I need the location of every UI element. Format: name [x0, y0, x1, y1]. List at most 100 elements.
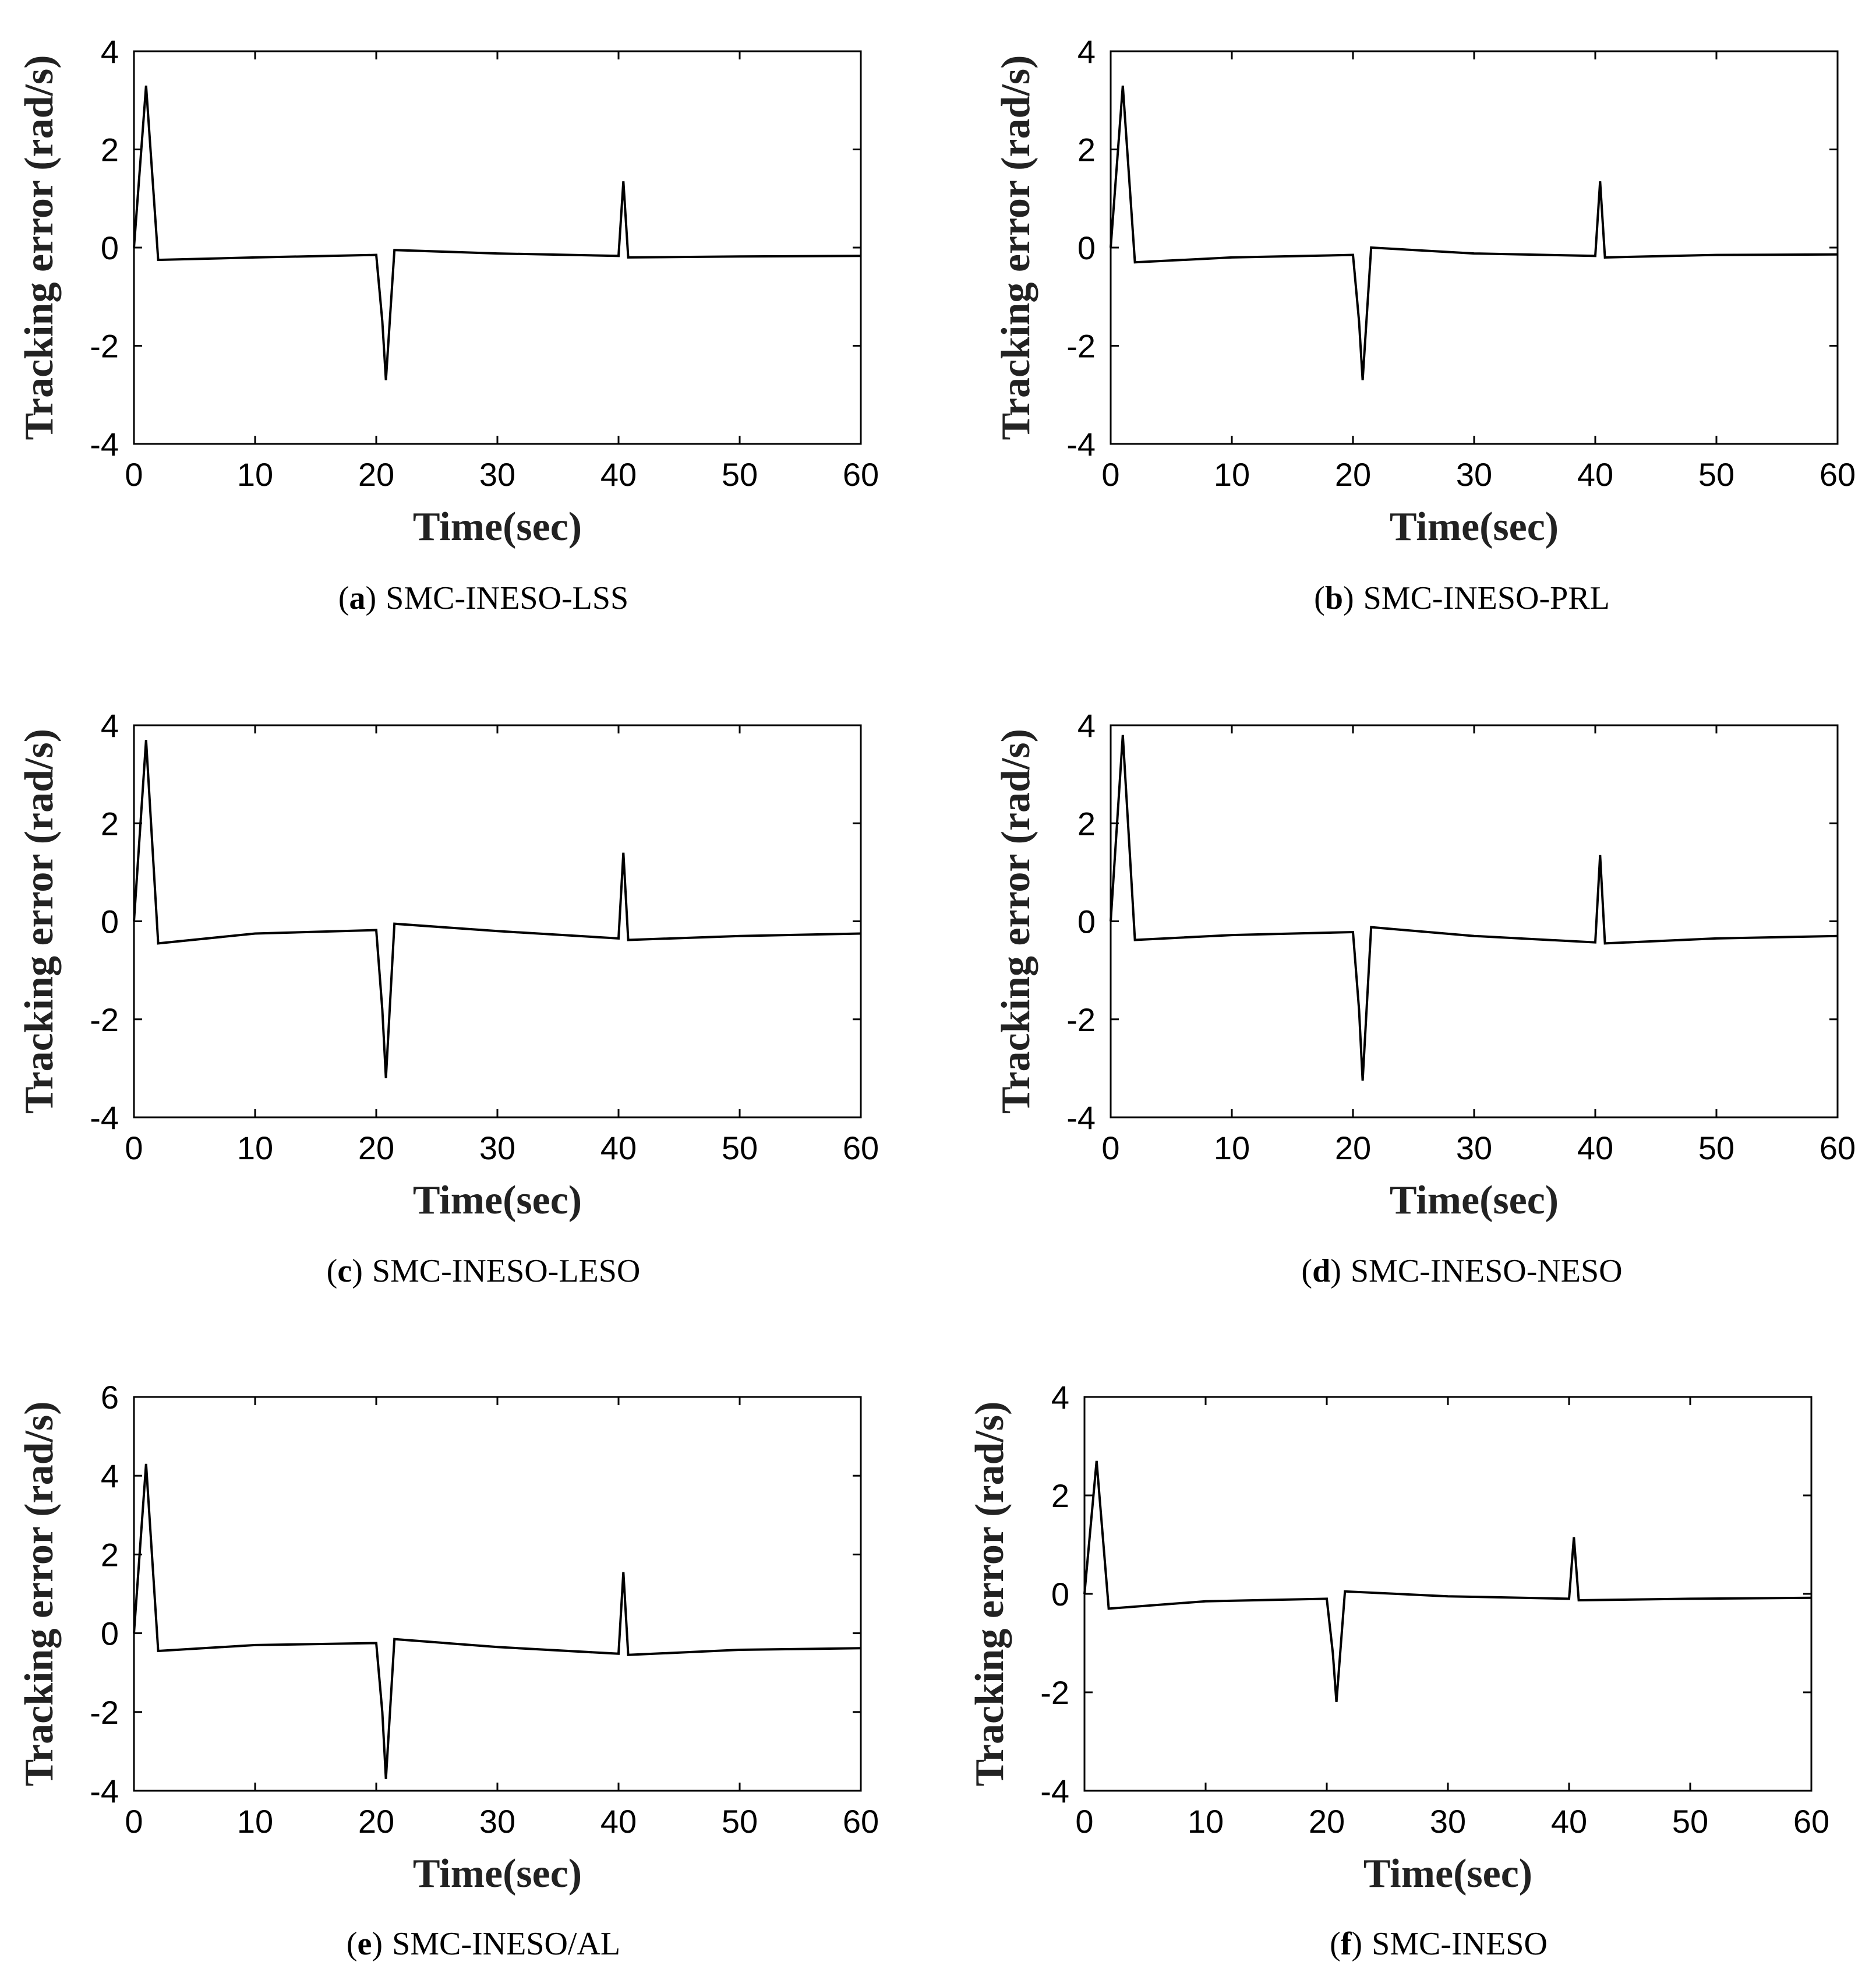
y-tick-label: 0: [101, 230, 119, 266]
series-line: [133, 740, 861, 1078]
y-tick-label: 4: [101, 33, 119, 70]
chart-b: 0 10 20 30 40 50 60 -4 -2 0 2 4 Time(sec) Tracking er…: [994, 33, 1856, 616]
y-tick-label: 6: [101, 1379, 119, 1416]
x-tick-label: 20: [358, 1130, 394, 1166]
x-tick-label: 0: [1101, 1130, 1119, 1166]
x-tick-label: 20: [1335, 456, 1371, 493]
x-tick-label: 60: [843, 1130, 879, 1166]
x-tick-label: 50: [1672, 1803, 1708, 1840]
y-tick-label: 4: [101, 707, 119, 744]
series-line: [133, 1463, 861, 1779]
caption-close-paren: ): [366, 580, 377, 616]
axes-frame: [1083, 1396, 1813, 1792]
y-tick-label: -4: [1066, 426, 1096, 463]
x-axis-label: Time(sec): [1390, 1178, 1559, 1223]
caption-open-paren: (: [327, 1253, 338, 1289]
x-tick-label: 50: [1698, 456, 1734, 493]
caption-letter: f: [1341, 1926, 1352, 1962]
x-axis-label: Time(sec): [1390, 504, 1559, 549]
caption-letter: e: [358, 1926, 372, 1962]
caption-open-paren: (: [1301, 1253, 1312, 1289]
chart-a: 0 10 20 30 40 50 60 -4 -2 0 2 4 Time(sec) Tracking er…: [17, 33, 879, 616]
y-tick-label: -4: [90, 1099, 119, 1136]
caption-text: SMC-INESO-LSS: [386, 580, 628, 616]
x-tick-label: 0: [1075, 1803, 1093, 1840]
x-tick-label: 10: [237, 456, 273, 493]
caption-open-paren: (: [347, 1926, 358, 1962]
y-tick-label: 2: [1077, 805, 1096, 842]
x-tick-label: 40: [1577, 1130, 1613, 1166]
x-tick-label: 30: [479, 1803, 515, 1840]
series-line: [1110, 735, 1838, 1081]
x-axis-label: Time(sec): [413, 1851, 582, 1896]
figure-caption: (c) SMC-INESO-LESO: [327, 1253, 641, 1289]
caption-text: SMC-INESO/AL: [392, 1926, 620, 1962]
y-tick-label: 2: [101, 132, 119, 168]
series-line: [1083, 1460, 1812, 1703]
x-tick-label: 60: [1793, 1803, 1829, 1840]
x-tick-label: 50: [1698, 1130, 1734, 1166]
x-tick-label: 20: [1309, 1803, 1345, 1840]
x-tick-label: 30: [1430, 1803, 1466, 1840]
caption-text: SMC-INESO-NESO: [1351, 1253, 1623, 1289]
caption-text: SMC-INESO-LESO: [372, 1253, 640, 1289]
y-axis-label: Tracking error (rad/s): [17, 1401, 62, 1786]
y-tick-label: -2: [90, 1001, 119, 1038]
x-tick-label: 30: [1456, 1130, 1492, 1166]
y-tick-label: 0: [101, 904, 119, 940]
x-tick-label: 10: [237, 1130, 273, 1166]
caption-close-paren: ): [352, 1253, 363, 1289]
x-axis-label: Time(sec): [413, 1178, 582, 1223]
x-tick-label: 10: [237, 1803, 273, 1840]
y-tick-label: -4: [90, 426, 119, 463]
x-tick-label: 0: [125, 1130, 143, 1166]
x-axis-label: Time(sec): [413, 504, 582, 549]
x-tick-label: 10: [1214, 1130, 1250, 1166]
figure-caption: (b) SMC-INESO-PRL: [1314, 580, 1610, 616]
axes-frame: [133, 1396, 862, 1792]
y-tick-label: 4: [1051, 1379, 1069, 1416]
series-line: [133, 85, 861, 380]
y-tick-label: 4: [101, 1458, 119, 1494]
x-tick-label: 30: [479, 1130, 515, 1166]
y-tick-label: 0: [1051, 1576, 1069, 1612]
caption-letter: b: [1325, 580, 1343, 616]
x-axis-label: Time(sec): [1363, 1851, 1532, 1896]
y-tick-label: 2: [101, 805, 119, 842]
x-tick-label: 0: [1101, 456, 1119, 493]
caption-open-paren: (: [1314, 580, 1325, 616]
y-tick-label: -2: [1066, 328, 1096, 365]
y-tick-label: 4: [1077, 707, 1096, 744]
x-tick-label: 50: [722, 1130, 758, 1166]
chart-d: 0 10 20 30 40 50 60 -4 -2 0 2 4 Time(sec) Tracking er…: [994, 707, 1856, 1289]
y-tick-label: 2: [1077, 132, 1096, 168]
x-tick-label: 40: [1577, 456, 1613, 493]
caption-text: SMC-INESO: [1372, 1926, 1548, 1962]
y-tick-label: -2: [90, 1694, 119, 1731]
chart-e: 0 10 20 30 40 50 60 -4 -2 0 2 4 6 Time(sec) Tracking e…: [17, 1379, 879, 1962]
x-tick-label: 0: [125, 1803, 143, 1840]
chart-c: 0 10 20 30 40 50 60 -4 -2 0 2 4 Time(sec) Tracking er…: [17, 707, 879, 1289]
x-tick-label: 50: [722, 456, 758, 493]
x-tick-label: 60: [1820, 1130, 1856, 1166]
series-line: [1110, 85, 1838, 380]
x-tick-label: 50: [722, 1803, 758, 1840]
x-tick-label: 0: [125, 456, 143, 493]
figure-caption: (e) SMC-INESO/AL: [347, 1926, 620, 1962]
y-tick-label: 0: [1077, 904, 1096, 940]
caption-open-paren: (: [1330, 1926, 1341, 1962]
x-tick-label: 20: [358, 1803, 394, 1840]
y-tick-label: -2: [90, 328, 119, 365]
y-tick-label: -4: [1040, 1773, 1069, 1809]
y-tick-label: 0: [1077, 230, 1096, 266]
x-tick-label: 20: [1335, 1130, 1371, 1166]
y-axis-label: Tracking error (rad/s): [17, 729, 62, 1114]
y-axis-label: Tracking error (rad/s): [967, 1401, 1012, 1786]
y-tick-label: -2: [1040, 1674, 1069, 1711]
y-axis-label: Tracking error (rad/s): [17, 55, 62, 440]
x-tick-label: 60: [843, 456, 879, 493]
x-tick-label: 40: [600, 1130, 637, 1166]
y-tick-label: 2: [101, 1536, 119, 1573]
x-tick-label: 40: [600, 456, 637, 493]
y-axis-label: Tracking error (rad/s): [994, 729, 1038, 1114]
